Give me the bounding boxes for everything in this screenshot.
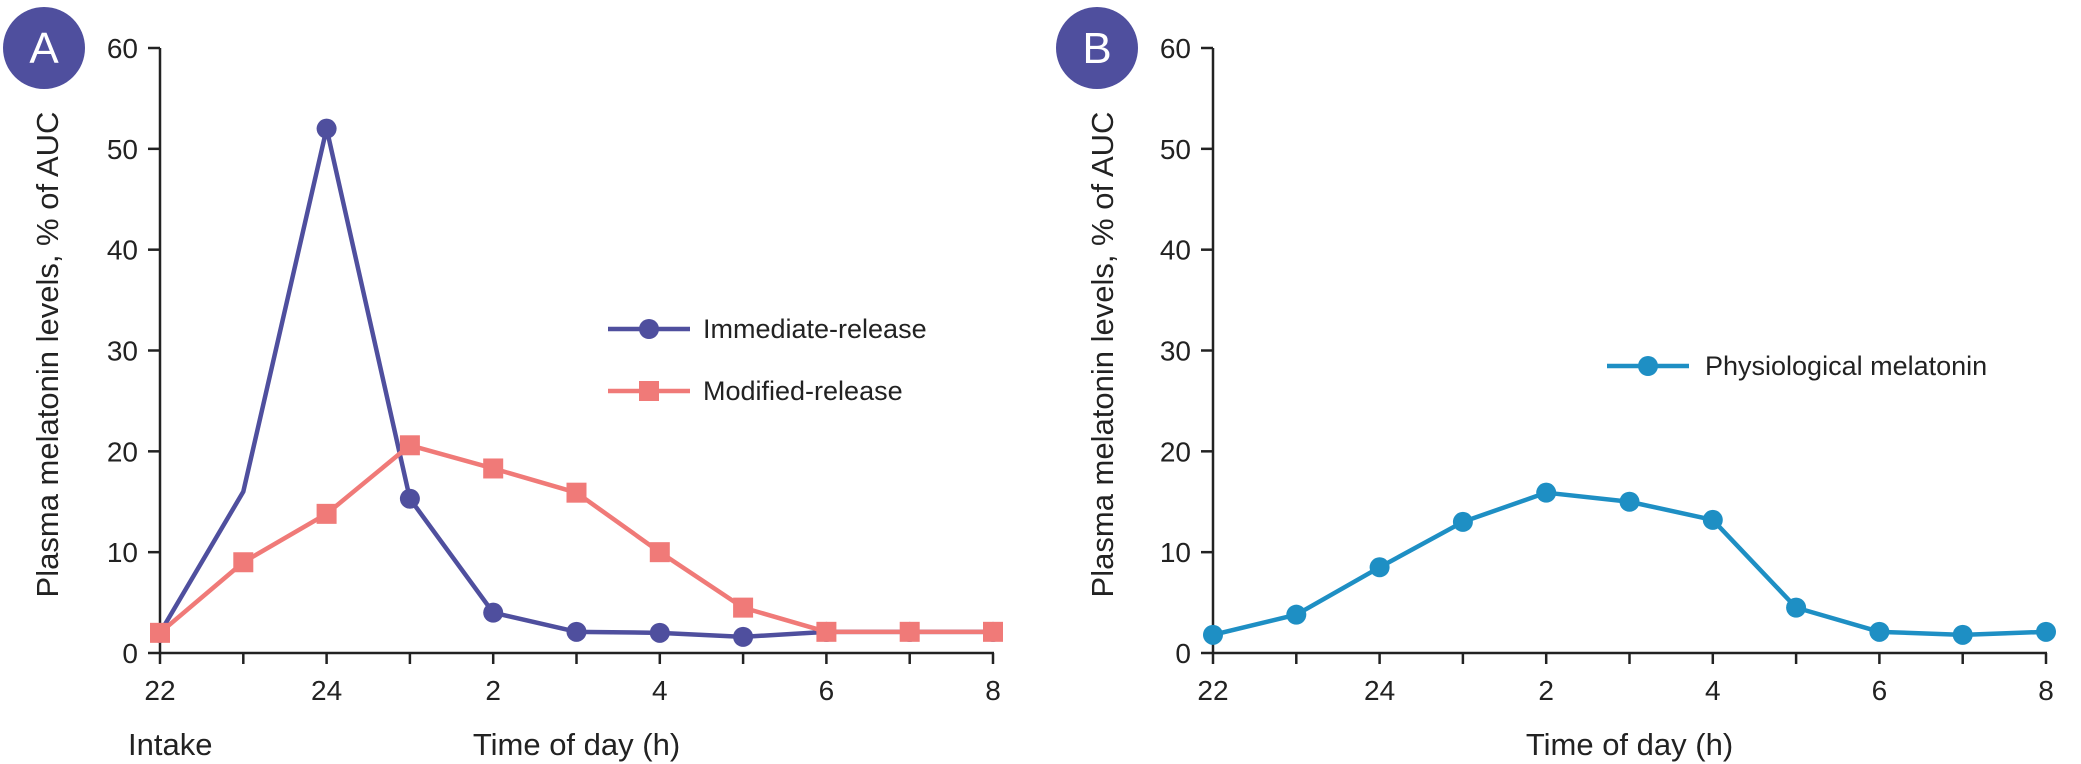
- x-tick-label: 8: [985, 675, 1001, 706]
- data-point: [733, 626, 754, 647]
- legend-marker: [1638, 356, 1658, 376]
- x-tick-label: 8: [2038, 675, 2054, 706]
- data-point: [150, 622, 170, 643]
- data-point: [649, 622, 670, 643]
- panel-letter: B: [1082, 24, 1111, 73]
- x-tick-label: 22: [144, 675, 175, 706]
- x-tick-label: 2: [1538, 675, 1554, 706]
- x-tick-label: 24: [311, 675, 342, 706]
- y-tick-label: 20: [107, 436, 138, 467]
- x-tick-label: 2: [485, 675, 501, 706]
- legend-entry: Immediate-release: [608, 314, 927, 344]
- y-tick-label: 30: [1160, 336, 1191, 367]
- data-point: [1869, 621, 1890, 642]
- data-point: [399, 435, 420, 456]
- y-axis-title: Plasma melatonin levels, % of AUC: [30, 112, 65, 598]
- y-tick-label: 50: [1160, 134, 1191, 165]
- y-tick-label: 60: [107, 33, 138, 64]
- x-axis-title: Time of day (h): [473, 727, 680, 762]
- y-tick-label: 0: [1175, 638, 1191, 669]
- data-point: [1619, 491, 1640, 512]
- data-point: [2036, 621, 2056, 642]
- data-point: [1536, 482, 1557, 503]
- data-point: [1952, 624, 1973, 645]
- x-tick-label: 6: [819, 675, 835, 706]
- y-tick-label: 40: [1160, 235, 1191, 266]
- y-tick-label: 50: [107, 134, 138, 165]
- data-point: [649, 542, 670, 563]
- data-point: [733, 597, 754, 618]
- panel-badge: [1056, 7, 1138, 89]
- data-point: [1203, 624, 1223, 645]
- data-point: [316, 118, 337, 139]
- y-tick-label: 0: [122, 638, 138, 669]
- intake-annotation: Intake: [128, 727, 212, 762]
- data-point: [1369, 557, 1390, 578]
- legend-marker: [639, 381, 659, 401]
- x-tick-label: 22: [1197, 675, 1228, 706]
- series-modified-release: [150, 435, 1003, 643]
- data-point: [233, 552, 254, 573]
- data-point: [983, 621, 1003, 642]
- y-tick-label: 40: [107, 235, 138, 266]
- legend-label: Physiological melatonin: [1705, 351, 1987, 381]
- x-tick-label: 4: [652, 675, 668, 706]
- legend-entry: Modified-release: [608, 376, 903, 406]
- x-tick-label: 6: [1872, 675, 1888, 706]
- panel-badge: [3, 7, 85, 89]
- legend-marker: [639, 319, 659, 339]
- legend-entry: Physiological melatonin: [1607, 351, 1987, 381]
- series-line: [158, 443, 993, 635]
- y-tick-label: 10: [107, 537, 138, 568]
- data-point: [316, 503, 337, 524]
- y-tick-label: 20: [1160, 436, 1191, 467]
- data-point: [483, 602, 504, 623]
- legend-label: Modified-release: [703, 376, 903, 406]
- data-point: [816, 621, 837, 642]
- y-tick-label: 10: [1160, 537, 1191, 568]
- y-axis-title: Plasma melatonin levels, % of AUC: [1085, 112, 1120, 598]
- data-point: [566, 621, 587, 642]
- panel-letter: A: [29, 24, 59, 73]
- x-tick-label: 24: [1364, 675, 1395, 706]
- data-point: [399, 488, 420, 509]
- data-point: [1286, 604, 1307, 625]
- data-point: [566, 482, 587, 503]
- x-tick-label: 4: [1705, 675, 1721, 706]
- data-point: [1786, 597, 1807, 618]
- y-tick-label: 30: [107, 336, 138, 367]
- x-axis-title: Time of day (h): [1526, 727, 1733, 762]
- series-line: [1212, 490, 2047, 638]
- data-point: [1452, 511, 1473, 532]
- y-tick-label: 60: [1160, 33, 1191, 64]
- data-point: [1702, 509, 1723, 530]
- data-point: [899, 621, 920, 642]
- legend-label: Immediate-release: [703, 314, 927, 344]
- data-point: [483, 458, 504, 479]
- series-physiological-melatonin: [1203, 482, 2056, 645]
